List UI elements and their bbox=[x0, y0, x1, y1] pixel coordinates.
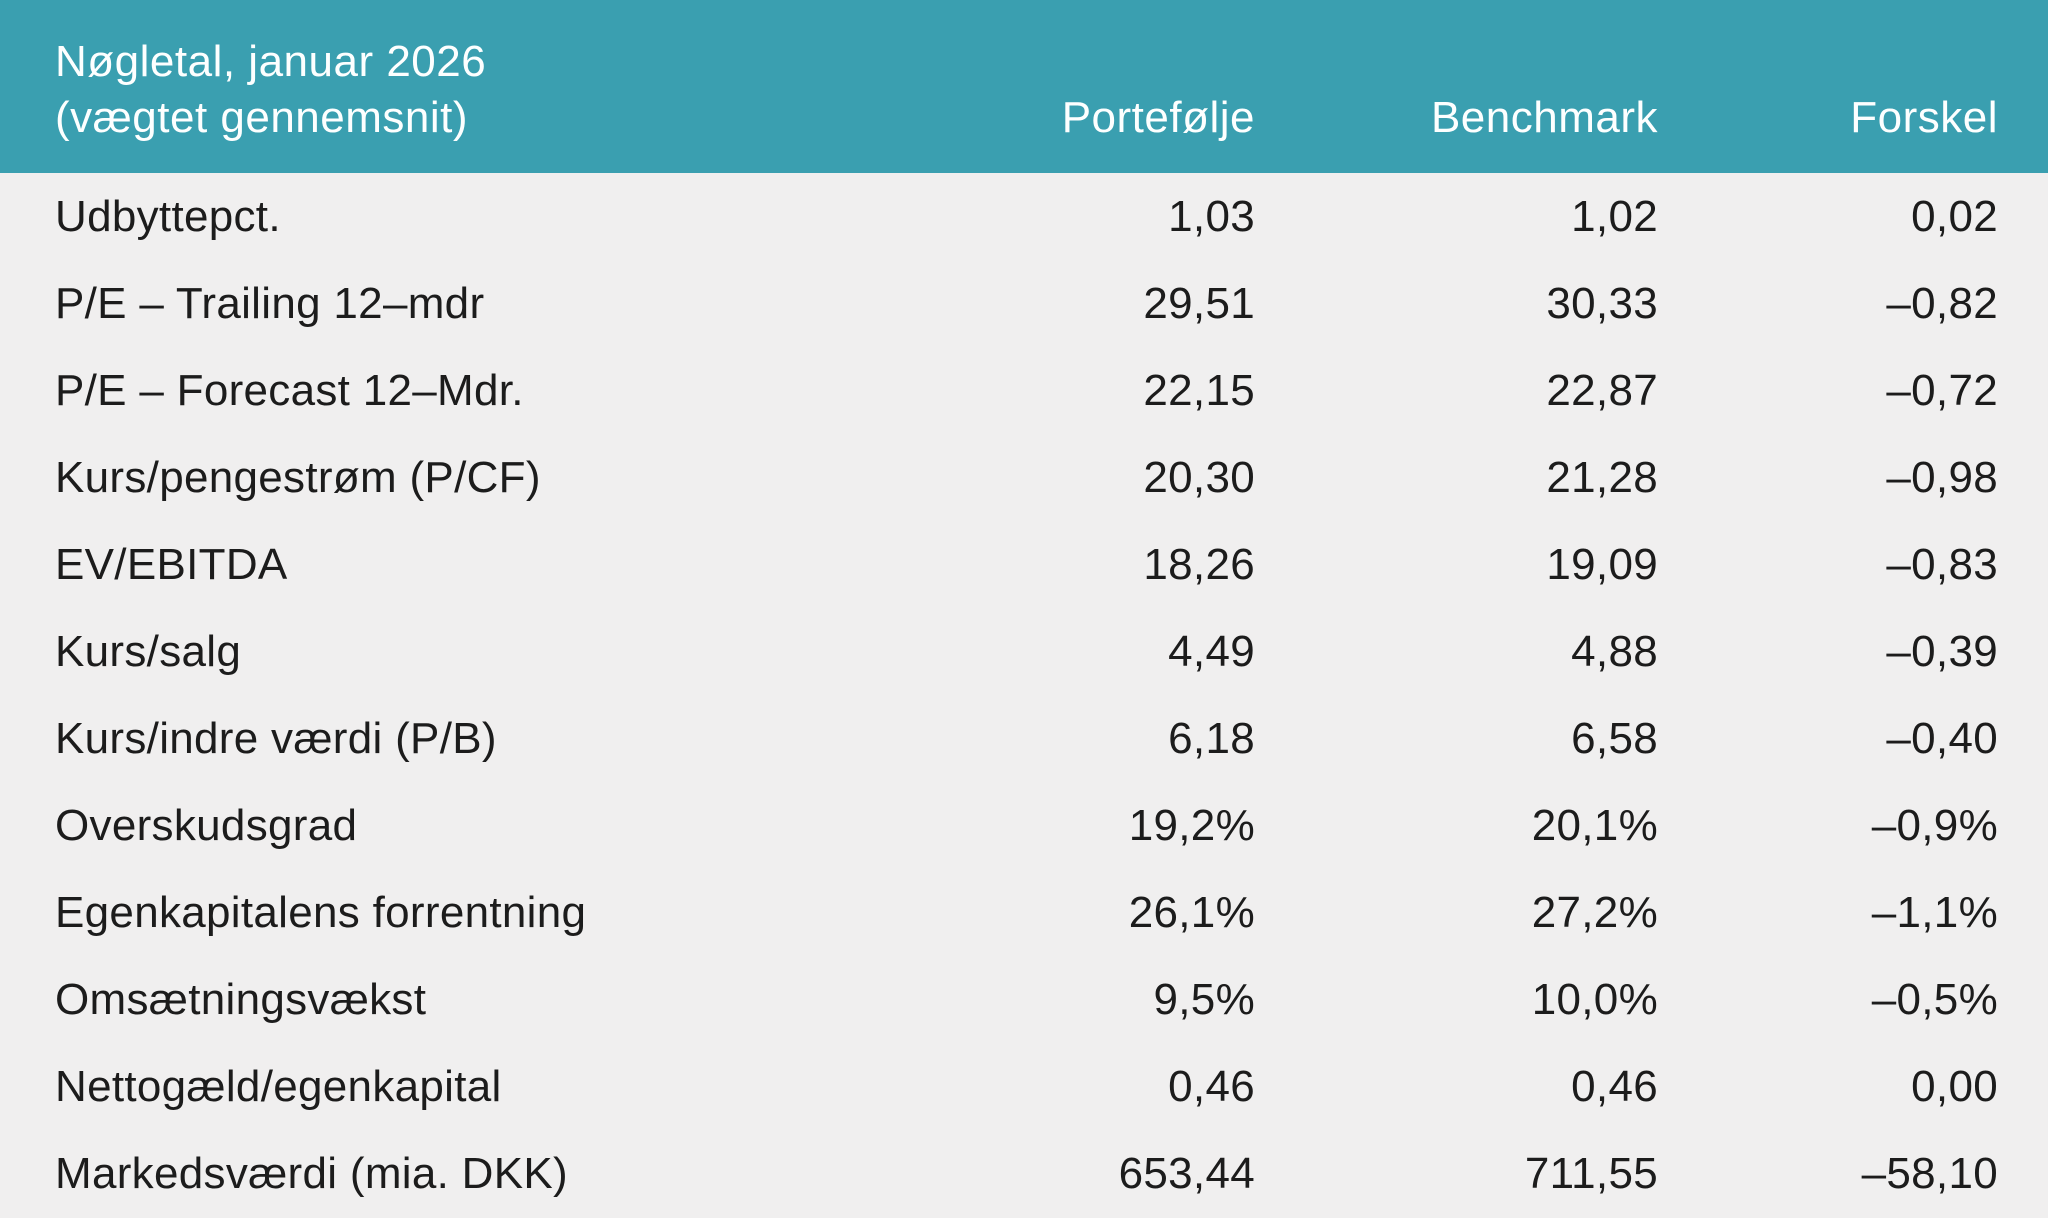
cell-portefolje: 653,44 bbox=[1118, 1148, 1255, 1198]
column-header-forskel: Forskel bbox=[1850, 93, 1998, 142]
cell-benchmark: 0,46 bbox=[1571, 1061, 1658, 1111]
row-label: Kurs/pengestrøm (P/CF) bbox=[55, 452, 541, 502]
cell-portefolje: 4,49 bbox=[1168, 626, 1255, 676]
cell-forskel: –58,10 bbox=[1861, 1148, 1998, 1198]
table-row: Nettogæld/egenkapital 0,46 0,46 0,00 bbox=[0, 1043, 2048, 1130]
cell-forskel: –0,40 bbox=[1886, 713, 1998, 763]
cell-portefolje: 20,30 bbox=[1143, 452, 1255, 502]
row-label: Kurs/indre værdi (P/B) bbox=[55, 713, 497, 763]
table-row: Kurs/pengestrøm (P/CF) 20,30 21,28 –0,98 bbox=[0, 434, 2048, 521]
cell-forskel: –1,1% bbox=[1871, 887, 1998, 937]
table-row: Overskudsgrad 19,2% 20,1% –0,9% bbox=[0, 782, 2048, 869]
cell-portefolje: 22,15 bbox=[1143, 365, 1255, 415]
row-label: P/E – Trailing 12–mdr bbox=[55, 278, 485, 328]
table-body: Udbyttepct. 1,03 1,02 0,02 P/E – Trailin… bbox=[0, 173, 2048, 1217]
cell-forskel: –0,39 bbox=[1886, 626, 1998, 676]
table-row: P/E – Forecast 12–Mdr. 22,15 22,87 –0,72 bbox=[0, 347, 2048, 434]
row-label: Egenkapitalens forrentning bbox=[55, 887, 587, 937]
cell-benchmark: 22,87 bbox=[1546, 365, 1658, 415]
cell-portefolje: 1,03 bbox=[1168, 191, 1255, 241]
cell-forskel: –0,83 bbox=[1886, 539, 1998, 589]
table-header-band: Nøgletal, januar 2026 (vægtet gennemsnit… bbox=[0, 0, 2048, 173]
cell-benchmark: 711,55 bbox=[1524, 1148, 1658, 1198]
column-header-benchmark: Benchmark bbox=[1430, 93, 1658, 142]
cell-benchmark: 30,33 bbox=[1546, 278, 1658, 328]
cell-portefolje: 19,2% bbox=[1128, 800, 1255, 850]
cell-benchmark: 1,02 bbox=[1571, 191, 1658, 241]
cell-benchmark: 6,58 bbox=[1571, 713, 1658, 763]
row-label: Kurs/salg bbox=[55, 626, 242, 676]
cell-forskel: 0,02 bbox=[1911, 191, 1998, 241]
table-row: Egenkapitalens forrentning 26,1% 27,2% –… bbox=[0, 869, 2048, 956]
cell-forskel: –0,5% bbox=[1871, 974, 1998, 1024]
cell-benchmark: 10,0% bbox=[1531, 974, 1658, 1024]
table-row: EV/EBITDA 18,26 19,09 –0,83 bbox=[0, 521, 2048, 608]
cell-forskel: –0,9% bbox=[1871, 800, 1998, 850]
table-row: P/E – Trailing 12–mdr 29,51 30,33 –0,82 bbox=[0, 260, 2048, 347]
table-column-header-row: (vægtet gennemsnit) Portefølje Benchmark… bbox=[55, 90, 1998, 146]
cell-portefolje: 26,1% bbox=[1128, 887, 1255, 937]
table-row: Udbyttepct. 1,03 1,02 0,02 bbox=[0, 173, 2048, 260]
cell-benchmark: 4,88 bbox=[1571, 626, 1658, 676]
table-subtitle: (vægtet gennemsnit) bbox=[55, 93, 469, 142]
row-label: Markedsværdi (mia. DKK) bbox=[55, 1148, 568, 1198]
row-label: Omsætningsvækst bbox=[55, 974, 427, 1024]
column-header-portefolje: Portefølje bbox=[1061, 93, 1255, 142]
cell-portefolje: 18,26 bbox=[1143, 539, 1255, 589]
cell-forskel: 0,00 bbox=[1911, 1061, 1998, 1111]
row-label: P/E – Forecast 12–Mdr. bbox=[55, 365, 524, 415]
cell-portefolje: 29,51 bbox=[1143, 278, 1255, 328]
table-title: Nøgletal, januar 2026 bbox=[55, 37, 487, 86]
table-row: Kurs/salg 4,49 4,88 –0,39 bbox=[0, 608, 2048, 695]
table-row: Omsætningsvækst 9,5% 10,0% –0,5% bbox=[0, 956, 2048, 1043]
cell-benchmark: 20,1% bbox=[1531, 800, 1658, 850]
cell-benchmark: 19,09 bbox=[1546, 539, 1658, 589]
row-label: EV/EBITDA bbox=[55, 539, 288, 589]
table-row: Markedsværdi (mia. DKK) 653,44 711,55 –5… bbox=[0, 1130, 2048, 1217]
cell-portefolje: 0,46 bbox=[1168, 1061, 1255, 1111]
cell-benchmark: 21,28 bbox=[1546, 452, 1658, 502]
cell-forskel: –0,72 bbox=[1886, 365, 1998, 415]
cell-benchmark: 27,2% bbox=[1531, 887, 1658, 937]
cell-portefolje: 6,18 bbox=[1168, 713, 1255, 763]
row-label: Udbyttepct. bbox=[55, 191, 281, 241]
row-label: Nettogæld/egenkapital bbox=[55, 1061, 502, 1111]
cell-forskel: –0,82 bbox=[1886, 278, 1998, 328]
cell-forskel: –0,98 bbox=[1886, 452, 1998, 502]
table-title-row: Nøgletal, januar 2026 bbox=[55, 34, 1998, 90]
row-label: Overskudsgrad bbox=[55, 800, 358, 850]
table-row: Kurs/indre værdi (P/B) 6,18 6,58 –0,40 bbox=[0, 695, 2048, 782]
cell-portefolje: 9,5% bbox=[1153, 974, 1255, 1024]
